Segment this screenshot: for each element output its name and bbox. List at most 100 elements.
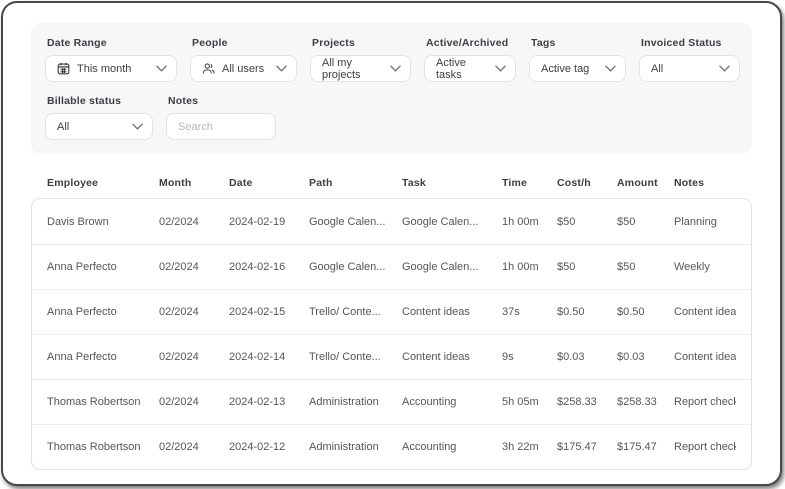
cell-time: 1h 00m — [502, 215, 539, 228]
cell-date: 2024-02-14 — [229, 351, 286, 363]
table-row[interactable]: Thomas Robertson 02/2024 2024-02-13 Admi… — [32, 379, 751, 424]
notes-label: Notes — [168, 95, 199, 107]
chevron-down-icon — [276, 65, 287, 72]
cell-month: 02/2024 — [159, 215, 199, 228]
cell-date: 2024-02-16 — [229, 261, 286, 273]
people-select[interactable]: All users — [190, 55, 297, 82]
col-notes: Notes — [674, 177, 705, 189]
table-row[interactable]: Thomas Robertson 02/2024 2024-02-12 Admi… — [32, 424, 751, 469]
chevron-down-icon — [132, 123, 143, 130]
cell-date: 2024-02-12 — [229, 441, 286, 453]
cell-month: 02/2024 — [159, 306, 199, 318]
table-row[interactable]: Davis Brown 02/2024 2024-02-19 Google Ca… — [32, 199, 751, 244]
chevron-down-icon — [156, 65, 167, 72]
cell-amount: $0.50 — [617, 306, 645, 318]
cell-employee: Davis Brown — [47, 215, 109, 228]
tags-value: Active tag — [541, 62, 590, 75]
col-employee: Employee — [47, 177, 99, 189]
active-archived-label: Active/Archived — [426, 37, 509, 49]
cell-amount: $50 — [617, 261, 636, 273]
cell-amount: $175.47 — [617, 441, 657, 453]
cell-notes: Content ideas — [674, 351, 736, 363]
cell-task: Content ideas — [402, 306, 470, 318]
chevron-down-icon — [719, 65, 730, 72]
invoiced-status-select[interactable]: All — [639, 55, 740, 82]
filter-billable-status: Billable status All — [45, 91, 153, 140]
people-value: All users — [222, 62, 265, 75]
table-row[interactable]: Anna Perfecto 02/2024 2024-02-15 Trello/… — [32, 289, 751, 334]
cell-time: 37s — [502, 306, 520, 318]
col-cost: Cost/h — [557, 177, 591, 189]
col-path: Path — [309, 177, 333, 189]
cell-employee: Anna Perfecto — [47, 351, 117, 363]
cell-cost: $0.50 — [557, 306, 585, 318]
tags-select[interactable]: Active tag — [529, 55, 626, 82]
date-range-value: This month — [77, 62, 132, 75]
cell-notes: Report check... — [674, 441, 736, 453]
filter-projects: Projects All my projects — [310, 33, 411, 82]
cell-employee: Anna Perfecto — [47, 306, 117, 318]
projects-label: Projects — [312, 37, 356, 49]
filter-active-archived: Active/Archived Active tasks — [424, 33, 516, 82]
table-header: Employee Month Date Path Task Time Cost/… — [31, 177, 752, 189]
cell-notes: Content ideas — [674, 306, 736, 318]
cell-cost: $175.47 — [557, 441, 597, 453]
projects-value: All my projects — [322, 56, 361, 81]
filter-notes: Notes — [166, 91, 276, 140]
cell-path: Google Calen... — [309, 261, 386, 273]
cell-date: 2024-02-13 — [229, 396, 286, 408]
chevron-down-icon — [605, 65, 616, 72]
cell-task: Google Calen... — [402, 215, 479, 228]
cell-time: 5h 05m — [502, 396, 539, 408]
cell-month: 02/2024 — [159, 396, 199, 408]
cell-month: 02/2024 — [159, 351, 199, 363]
col-amount: Amount — [617, 177, 658, 189]
cell-employee: Thomas Robertson — [47, 396, 141, 408]
col-time: Time — [502, 177, 528, 189]
col-month: Month — [159, 177, 192, 189]
cell-amount: $258.33 — [617, 396, 657, 408]
active-archived-select[interactable]: Active tasks — [424, 55, 516, 82]
billable-status-select[interactable]: All — [45, 113, 153, 140]
table-row[interactable]: Anna Perfecto 02/2024 2024-02-14 Trello/… — [32, 334, 751, 379]
cell-path: Google Calen... — [309, 215, 386, 228]
cell-amount: $50 — [617, 215, 636, 228]
cell-task: Accounting — [402, 441, 457, 453]
cell-notes: Planning — [674, 215, 717, 228]
calendar-icon — [57, 62, 70, 75]
table-row[interactable]: Anna Perfecto 02/2024 2024-02-16 Google … — [32, 244, 751, 289]
cell-amount: $0.03 — [617, 351, 645, 363]
table-card: Davis Brown 02/2024 2024-02-19 Google Ca… — [31, 198, 752, 470]
cell-cost: $0.03 — [557, 351, 585, 363]
tags-label: Tags — [531, 37, 556, 49]
filters-row-2: Billable status All Notes — [45, 91, 738, 140]
date-range-label: Date Range — [47, 37, 107, 49]
cell-path: Administration — [309, 441, 379, 453]
chevron-down-icon — [390, 65, 401, 72]
cell-notes: Weekly — [674, 261, 710, 273]
col-task: Task — [402, 177, 426, 189]
notes-search-input[interactable] — [166, 113, 276, 140]
invoiced-status-label: Invoiced Status — [641, 37, 722, 49]
filters-panel: Date Range This month — [31, 23, 752, 154]
users-icon — [202, 62, 215, 75]
filters-row-1: Date Range This month — [45, 33, 740, 82]
cell-path: Trello/ Conte... — [309, 351, 381, 363]
billable-status-value: All — [57, 120, 70, 133]
cell-time: 1h 00m — [502, 261, 539, 273]
cell-month: 02/2024 — [159, 261, 199, 273]
cell-cost: $50 — [557, 261, 576, 273]
projects-select[interactable]: All my projects — [310, 55, 411, 82]
cell-cost: $258.33 — [557, 396, 597, 408]
cell-path: Administration — [309, 396, 379, 408]
cell-task: Content ideas — [402, 351, 470, 363]
cell-time: 9s — [502, 351, 514, 363]
filter-invoiced-status: Invoiced Status All — [639, 33, 740, 82]
date-range-select[interactable]: This month — [45, 55, 177, 82]
cell-date: 2024-02-15 — [229, 306, 286, 318]
people-label: People — [192, 37, 228, 49]
cell-task: Google Calen... — [402, 261, 479, 273]
filter-date-range: Date Range This month — [45, 33, 177, 82]
cell-notes: Report check... — [674, 396, 736, 408]
